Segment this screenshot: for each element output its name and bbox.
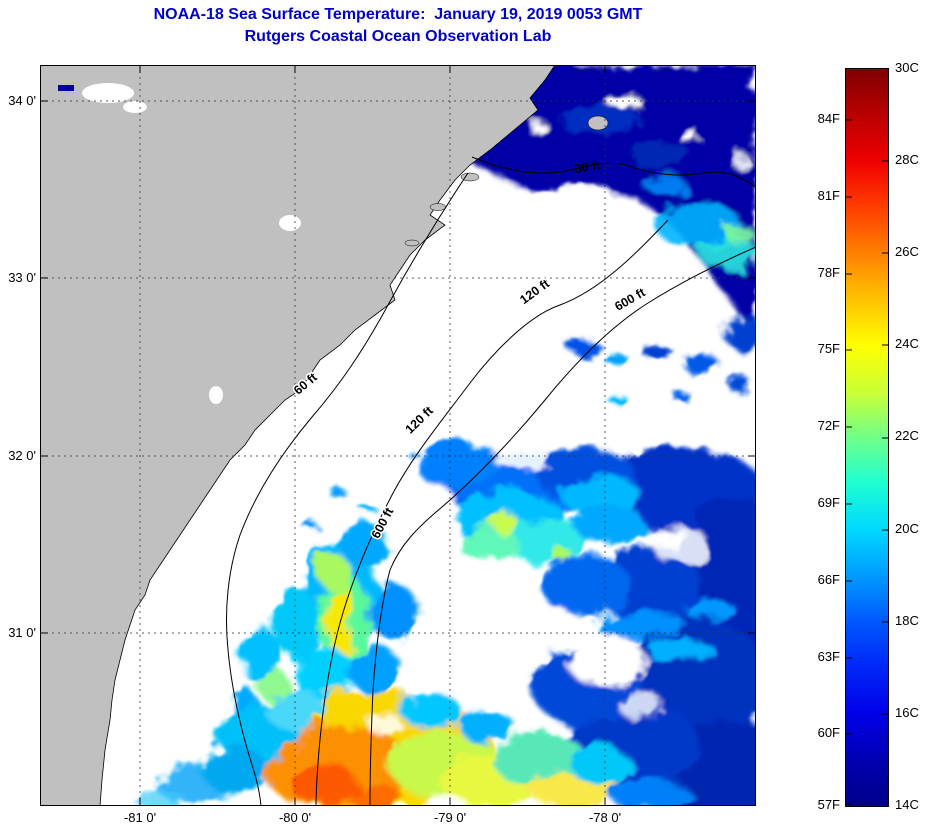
colorbar-c-label: 26C [895, 244, 919, 259]
depth-contours [226, 156, 756, 806]
colorbar [845, 68, 889, 807]
sst-map: 30 ft 120 ft 600 ft 60 ft 120 ft 600 ft [40, 65, 756, 806]
contour-600ft-line [369, 246, 756, 806]
y-tick-label: 31 0' [8, 625, 36, 640]
x-tick-label: -79 0' [433, 810, 467, 825]
axis-ticks [40, 65, 756, 806]
colorbar-f-label: 75F [817, 341, 840, 356]
colorbar-f-label: 57F [817, 797, 840, 812]
contour-60ft-line [226, 172, 469, 806]
contour-120ft-line [315, 219, 669, 806]
colorbar-c-label: 14C [895, 797, 919, 812]
colorbar-c-label: 16C [895, 705, 919, 720]
colorbar-c-label: 24C [895, 336, 919, 351]
x-tick-label: -78 0' [588, 810, 622, 825]
colorbar-f-label: 78F [817, 265, 840, 280]
colorbar-f-label: 66F [817, 572, 840, 587]
colorbar-c-label: 20C [895, 521, 919, 536]
colorbar-c-label: 18C [895, 613, 919, 628]
y-tick-label: 33 0' [8, 270, 36, 285]
map-frame [40, 65, 756, 806]
contour-label-30ft: 30 ft [573, 158, 602, 176]
colorbar-f-label: 60F [817, 725, 840, 740]
coastal-islands [404, 115, 609, 247]
colorbar-gradient [846, 69, 888, 806]
colorbar-f-label: 84F [817, 111, 840, 126]
x-tick-label: -81 0' [123, 810, 157, 825]
colorbar-f-label: 81F [817, 188, 840, 203]
land-mass [40, 65, 556, 806]
contour-30ft-line [471, 156, 756, 188]
figure-subtitle: Rutgers Coastal Ocean Observation Lab [244, 28, 552, 45]
colorbar-c-label: 28C [895, 152, 919, 167]
colorbar-ticks [846, 119, 888, 805]
colorbar-f-label: 63F [817, 649, 840, 664]
x-tick-label: -80 0' [278, 810, 312, 825]
land-cloud-specks [82, 83, 301, 404]
colorbar-f-label: 69F [817, 495, 840, 510]
colorbar-c-label: 30C [895, 60, 919, 75]
colorbar-c-label: 22C [895, 428, 919, 443]
map-marker-dash [58, 85, 74, 91]
colorbar-f-label: 72F [817, 418, 840, 433]
y-tick-label: 32 0' [8, 448, 36, 463]
figure-title: NOAA-18 Sea Surface Temperature: January… [153, 6, 643, 23]
y-tick-label: 34 0' [8, 93, 36, 108]
